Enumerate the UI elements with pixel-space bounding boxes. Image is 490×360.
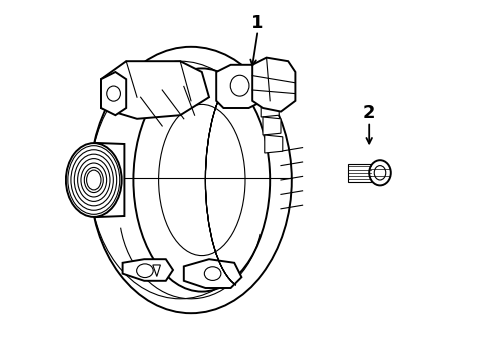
- Ellipse shape: [107, 86, 121, 101]
- Ellipse shape: [369, 160, 391, 185]
- Polygon shape: [252, 58, 295, 112]
- Polygon shape: [122, 259, 173, 281]
- Polygon shape: [101, 61, 209, 119]
- Polygon shape: [347, 164, 371, 182]
- Ellipse shape: [87, 170, 101, 190]
- Text: 2: 2: [363, 104, 375, 122]
- Ellipse shape: [66, 143, 122, 217]
- Ellipse shape: [133, 68, 270, 292]
- Polygon shape: [265, 135, 283, 153]
- Polygon shape: [184, 259, 242, 288]
- Polygon shape: [261, 99, 279, 117]
- Polygon shape: [101, 72, 126, 115]
- Ellipse shape: [137, 264, 153, 278]
- Ellipse shape: [90, 47, 292, 313]
- Polygon shape: [259, 81, 277, 99]
- Ellipse shape: [204, 267, 221, 280]
- Polygon shape: [96, 143, 124, 217]
- Ellipse shape: [230, 75, 249, 96]
- Polygon shape: [216, 65, 263, 108]
- Polygon shape: [263, 117, 281, 135]
- Text: 1: 1: [251, 14, 264, 32]
